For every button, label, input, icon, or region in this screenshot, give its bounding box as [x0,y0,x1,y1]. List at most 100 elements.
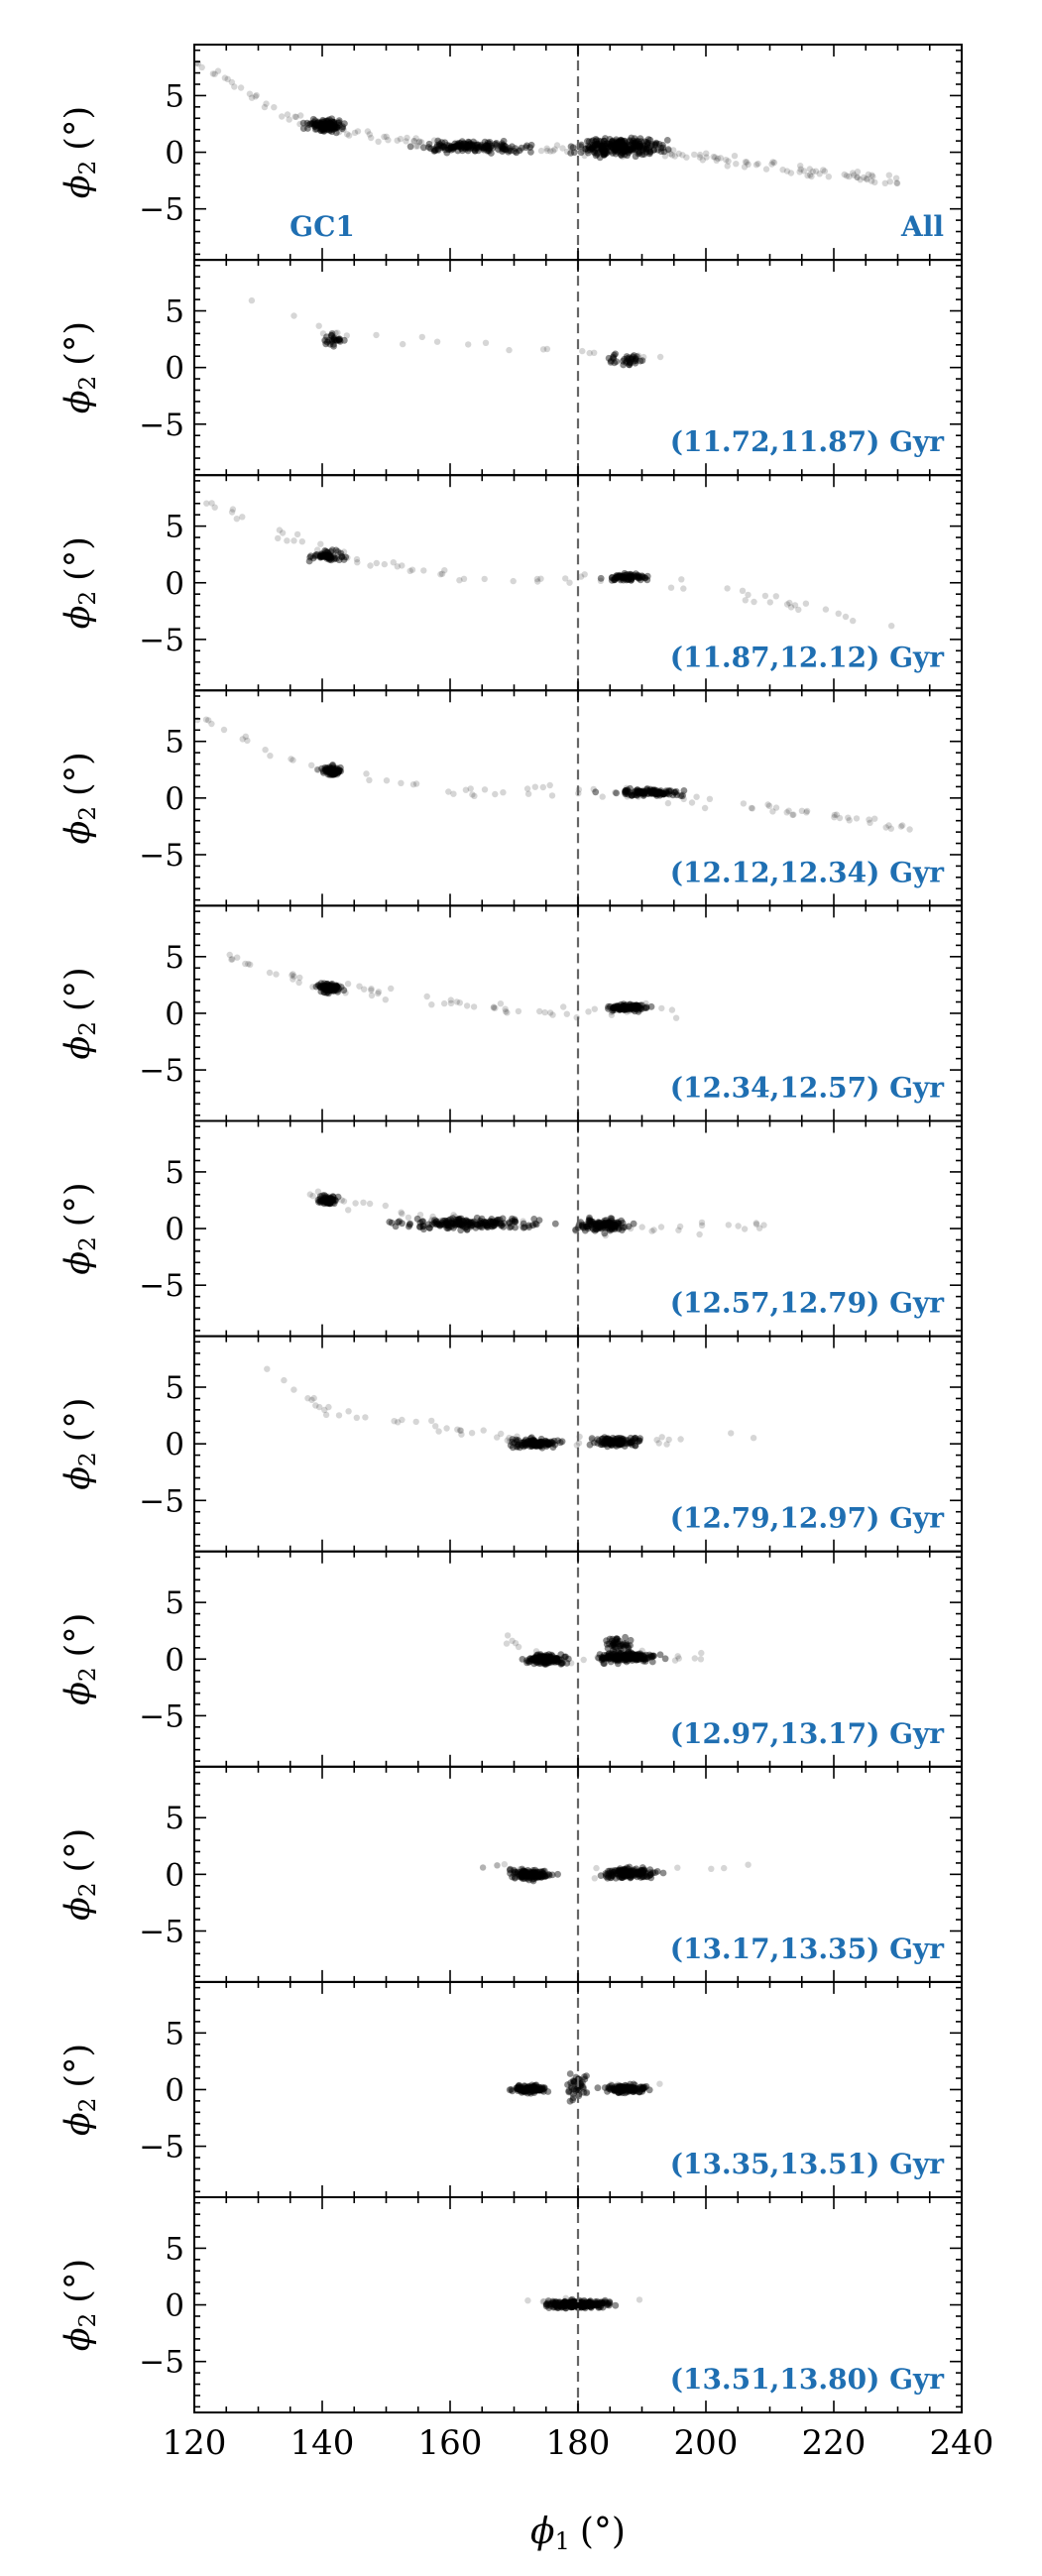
data-point [624,2087,632,2095]
data-point [656,353,664,361]
data-point [313,122,320,129]
data-point [528,1439,535,1446]
data-point [606,1226,614,1233]
data-point [311,123,318,130]
data-point [627,1870,635,1878]
data-point [651,141,659,148]
data-point [619,573,627,581]
data-point [646,136,654,144]
data-point [531,1657,539,1664]
data-point [657,790,665,798]
data-point [650,1227,657,1233]
data-point [622,1004,629,1011]
y-axis-label-unit: (°) [58,752,98,796]
data-point [723,157,730,164]
data-point [426,1225,433,1231]
data-point [603,1654,611,1662]
data-point [582,145,590,153]
y-axis-label: ϕ2(°) [58,1828,101,1921]
data-point [328,985,335,993]
data-point [579,347,586,355]
data-point [632,1656,639,1664]
data-point [588,1222,595,1229]
data-point [787,604,795,611]
data-point [418,139,425,146]
data-point [527,2084,534,2092]
data-point [613,1006,620,1014]
data-point [321,985,329,993]
data-point [630,2086,637,2094]
data-point [529,1438,537,1446]
data-point [572,1227,579,1233]
data-point [622,148,629,156]
data-point [544,2297,552,2304]
data-point [579,2299,587,2307]
data-point [630,1652,637,1660]
data-point [520,2086,526,2094]
data-point [519,1870,526,1877]
data-point [542,1660,550,1668]
data-point [344,554,351,561]
data-point [669,791,677,799]
data-point [317,980,325,988]
data-point [526,2086,534,2094]
data-point [609,149,616,156]
data-point [598,2298,606,2306]
data-point [581,2299,589,2307]
data-point [309,115,317,123]
data-point [665,147,672,154]
data-point [541,1661,548,1668]
data-point [508,2086,516,2093]
data-point [320,126,328,133]
data-point [420,1226,427,1233]
data-point [608,1642,616,1649]
data-point [645,2086,653,2094]
data-point [198,63,205,71]
y-axis-label: ϕ2(°) [58,1182,101,1274]
data-point [478,1220,486,1228]
data-point [622,790,630,798]
data-point [640,151,648,158]
data-point [332,546,340,554]
data-point [323,551,330,559]
data-point [628,2085,636,2092]
data-point [329,983,337,991]
data-point [615,1220,623,1228]
data-point [448,1218,456,1225]
data-point [541,1654,549,1662]
data-point [532,1870,539,1878]
data-point [594,2300,602,2308]
data-point [541,1437,549,1445]
data-point [613,572,621,580]
data-point [518,144,525,152]
data-point [606,1867,614,1875]
data-point [564,2298,572,2306]
data-point [574,2300,582,2308]
data-point [450,144,457,151]
data-point [535,1873,542,1881]
data-point [622,2085,630,2093]
data-point [567,2089,574,2096]
data-point [608,1217,615,1225]
y-axis-label: ϕ2(°) [58,967,101,1059]
data-point [611,1438,619,1445]
data-point [531,1655,538,1663]
data-point [488,1221,496,1229]
data-point [557,2301,565,2309]
data-point [523,2084,531,2092]
data-point [638,1224,645,1230]
data-point [849,170,857,176]
data-point [854,174,861,180]
data-point [622,2084,630,2092]
data-point [608,1649,616,1657]
data-point [337,549,345,557]
data-point [244,737,251,745]
data-point [473,1221,481,1229]
data-point [663,790,671,797]
data-point [516,2081,523,2089]
data-point [328,765,336,773]
data-point [611,1867,619,1874]
data-point [545,1871,553,1879]
data-point [433,142,441,149]
data-point [366,1200,374,1208]
